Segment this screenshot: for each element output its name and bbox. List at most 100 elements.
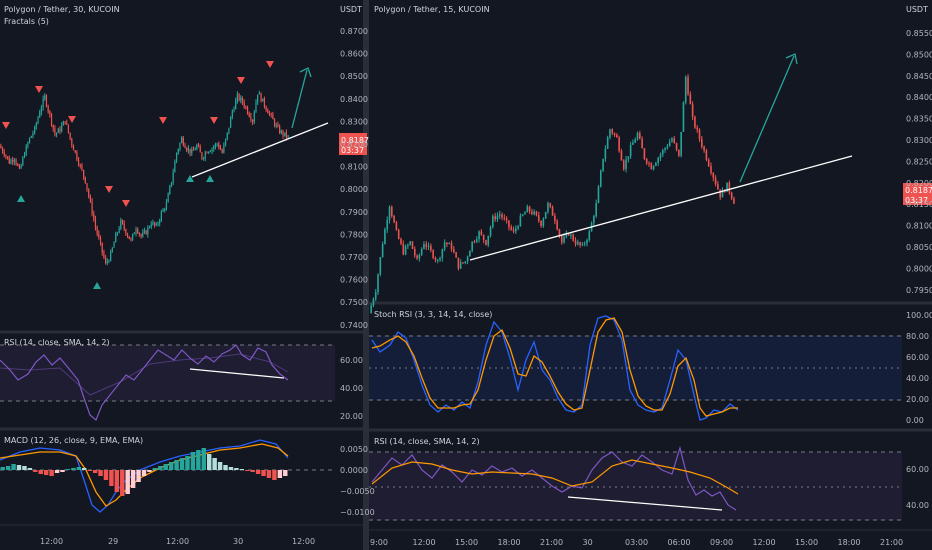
candles-left	[0, 90, 289, 266]
candle-right	[423, 243, 425, 249]
macd-bar	[152, 468, 158, 470]
left-chart-title: Polygon / Tether, 30, KUCOIN	[4, 5, 120, 14]
candle-right	[606, 137, 609, 149]
candle-left	[69, 132, 71, 139]
candle-right	[519, 215, 522, 227]
candle-left	[96, 227, 98, 234]
fractal-up	[186, 175, 194, 182]
right-time-tick: 06:00	[668, 538, 691, 547]
right-stoch-tick: 60.00	[906, 353, 929, 362]
left-time-tick: 30	[233, 537, 243, 546]
projection-arrow-right[interactable]	[739, 55, 795, 183]
candle-right	[652, 165, 655, 170]
right-price-tick: 0.8350	[906, 115, 932, 124]
right-price-tick: 0.8400	[906, 93, 932, 102]
right-time-tick: 21:00	[880, 538, 903, 547]
candle-right	[551, 206, 554, 216]
macd-bar	[92, 470, 98, 473]
right-stoch-tick: 0.00	[906, 416, 924, 425]
candle-right	[611, 129, 614, 134]
candle-right	[430, 245, 432, 251]
candle-right	[402, 243, 405, 255]
indicator-lines	[0, 315, 739, 513]
left-timer-badge: 03:37	[341, 146, 364, 155]
candle-left	[20, 164, 22, 169]
candle-right	[691, 104, 694, 117]
macd-bar	[223, 465, 228, 470]
candle-right	[563, 236, 565, 243]
fractal-down	[266, 61, 274, 68]
macd-bar	[114, 470, 120, 492]
candle-left	[0, 145, 2, 149]
candle-left	[252, 120, 254, 122]
candle-left	[66, 122, 68, 125]
candle-right	[411, 241, 414, 249]
right-time-tick: 12:00	[753, 538, 776, 547]
candle-right	[572, 234, 575, 241]
projection-arrow-left[interactable]	[291, 69, 308, 129]
candle-right	[620, 150, 623, 161]
candle-right	[475, 239, 478, 242]
right-stoch-tick: 80.00	[906, 332, 929, 341]
candle-left	[138, 233, 140, 235]
candle-right	[524, 212, 526, 215]
candle-right	[609, 129, 611, 138]
trendline-right[interactable]	[469, 155, 853, 261]
left-rsi-title: RSI (14, close, SMA, 14, 2)	[4, 338, 110, 347]
candle-left	[72, 145, 75, 151]
candle-right	[549, 203, 552, 207]
left-currency: USDT	[340, 5, 362, 14]
candle-right	[535, 211, 538, 216]
candle-left	[105, 257, 107, 263]
macd-bar	[82, 468, 87, 470]
macd-bar	[261, 470, 266, 476]
candle-left	[123, 223, 125, 230]
macd-bar	[125, 470, 130, 494]
macd-bar	[196, 450, 201, 470]
candle-right	[588, 231, 591, 240]
candle-right	[597, 186, 600, 204]
candle-right	[705, 150, 708, 160]
candle-right	[556, 221, 558, 230]
candle-right	[471, 241, 473, 251]
candle-left	[152, 222, 154, 225]
candle-left	[226, 132, 228, 139]
candle-right	[560, 235, 563, 243]
candle-left	[270, 113, 272, 115]
candle-right	[627, 156, 630, 160]
right-time-tick: 30	[583, 538, 593, 547]
candle-right	[689, 94, 692, 105]
macd-bar	[76, 467, 82, 470]
candle-right	[696, 127, 699, 130]
left-price-tick: 0.7700	[340, 253, 368, 262]
candle-right	[721, 189, 724, 198]
macd-bar	[266, 470, 272, 478]
candle-left	[213, 146, 215, 149]
candle-left	[115, 233, 117, 243]
candle-left	[248, 113, 250, 117]
macd-bar	[147, 470, 152, 472]
candle-left	[27, 142, 29, 146]
candle-left	[219, 148, 222, 150]
candle-left	[280, 130, 282, 134]
candle-left	[108, 260, 110, 262]
candle-left	[140, 234, 142, 237]
candle-right	[616, 134, 618, 138]
candle-left	[103, 252, 105, 258]
rsi-line-right	[371, 445, 737, 511]
candle-left	[241, 97, 244, 103]
candle-right	[625, 159, 627, 170]
macd-bar	[179, 458, 185, 470]
macd-bar	[277, 470, 283, 478]
left-price-tick: 0.8300	[340, 117, 368, 126]
rsi-line-left	[0, 344, 289, 421]
left-time-tick: 29	[108, 537, 118, 546]
candle-right	[712, 172, 715, 178]
candle-right	[464, 261, 467, 263]
macd-bar	[54, 470, 60, 473]
trendline-left[interactable]	[191, 122, 329, 178]
candle-left	[258, 93, 260, 95]
candle-right	[604, 148, 607, 159]
fractal-down	[159, 117, 167, 124]
